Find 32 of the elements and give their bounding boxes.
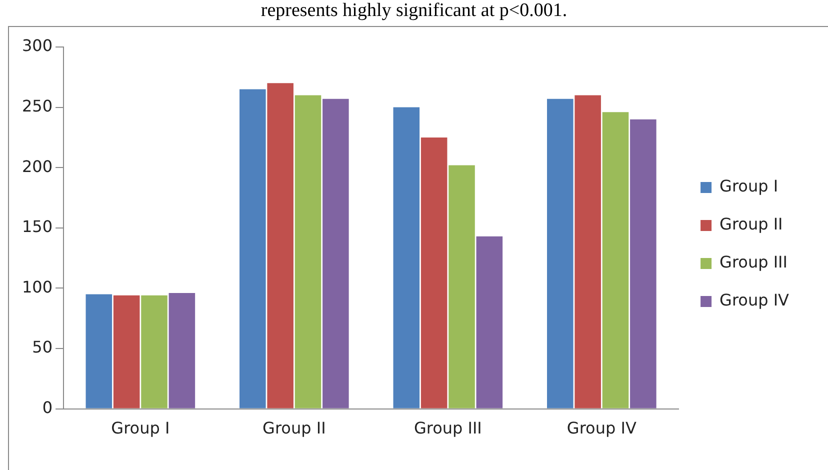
y-tick-label: 250: [22, 96, 53, 116]
bar: [448, 165, 475, 408]
text: represents highly significant at p<0.001.: [260, 0, 568, 22]
y-tick-label: 50: [32, 338, 53, 357]
y-tick-label: 150: [22, 217, 53, 236]
legend-label: Group IV: [720, 290, 790, 310]
legend-label: Group II: [720, 214, 783, 234]
bar: [113, 295, 140, 408]
bar: [547, 98, 574, 408]
bar: [393, 107, 420, 408]
x-tick-label: Group I: [111, 418, 170, 438]
legend-label: Group III: [720, 252, 788, 272]
bar: [141, 295, 168, 408]
bar: [476, 236, 503, 408]
bar: [240, 89, 266, 408]
x-tick-label: Group II: [262, 418, 326, 438]
bar: [574, 95, 601, 408]
bar: [602, 112, 629, 408]
x-tick-label: Group III: [414, 418, 482, 438]
bar: [294, 95, 322, 408]
y-tick-label: 300: [22, 36, 53, 56]
y-tick-label: 200: [22, 156, 53, 176]
bar: [168, 293, 196, 408]
bar: [630, 119, 656, 408]
y-tick-label: 0: [42, 398, 53, 417]
bar: [420, 137, 448, 408]
bar: [322, 98, 349, 408]
legend-label: Group I: [720, 176, 778, 196]
x-tick-label: Group IV: [566, 418, 636, 438]
bar: [267, 83, 294, 408]
y-tick-label: 100: [22, 277, 53, 296]
bar: [86, 294, 112, 408]
